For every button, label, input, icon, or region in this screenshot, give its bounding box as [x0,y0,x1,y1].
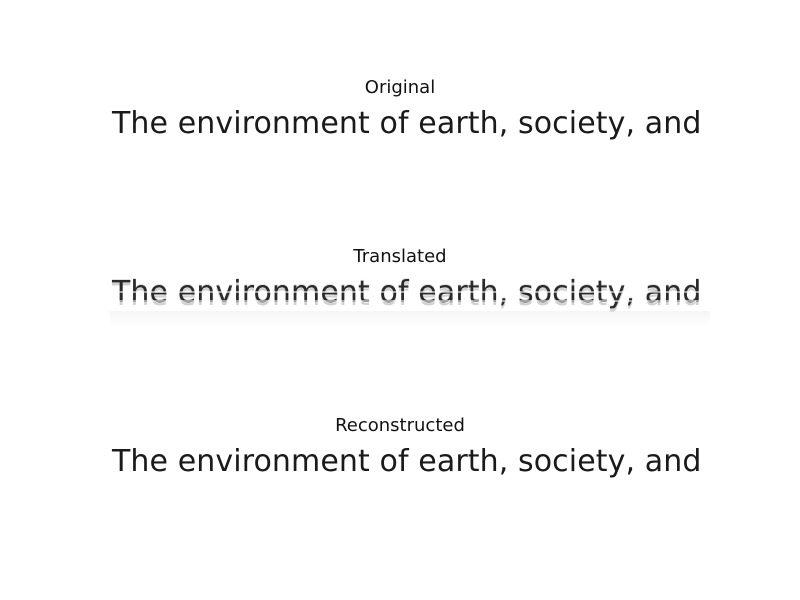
panel-title-translated: Translated [353,246,447,267]
reconstructed-text-line: The environment of earth, society, and [112,444,702,479]
original-image-panel: The environment of earth, society, and [110,104,710,144]
reconstructed-image-panel: The environment of earth, society, and [110,442,710,482]
original-text-line: The environment of earth, society, and [112,106,702,141]
scanline-artifact [110,291,710,293]
panel-title-original: Original [364,77,436,98]
panel-title-reconstructed: Reconstructed [335,415,465,436]
translated-text-line: The environment of earth, society, and [112,275,702,310]
translated-image-panel: The environment of earth, society, and [110,273,710,329]
scanline-artifact [110,300,710,302]
blur-artifact [110,311,710,327]
